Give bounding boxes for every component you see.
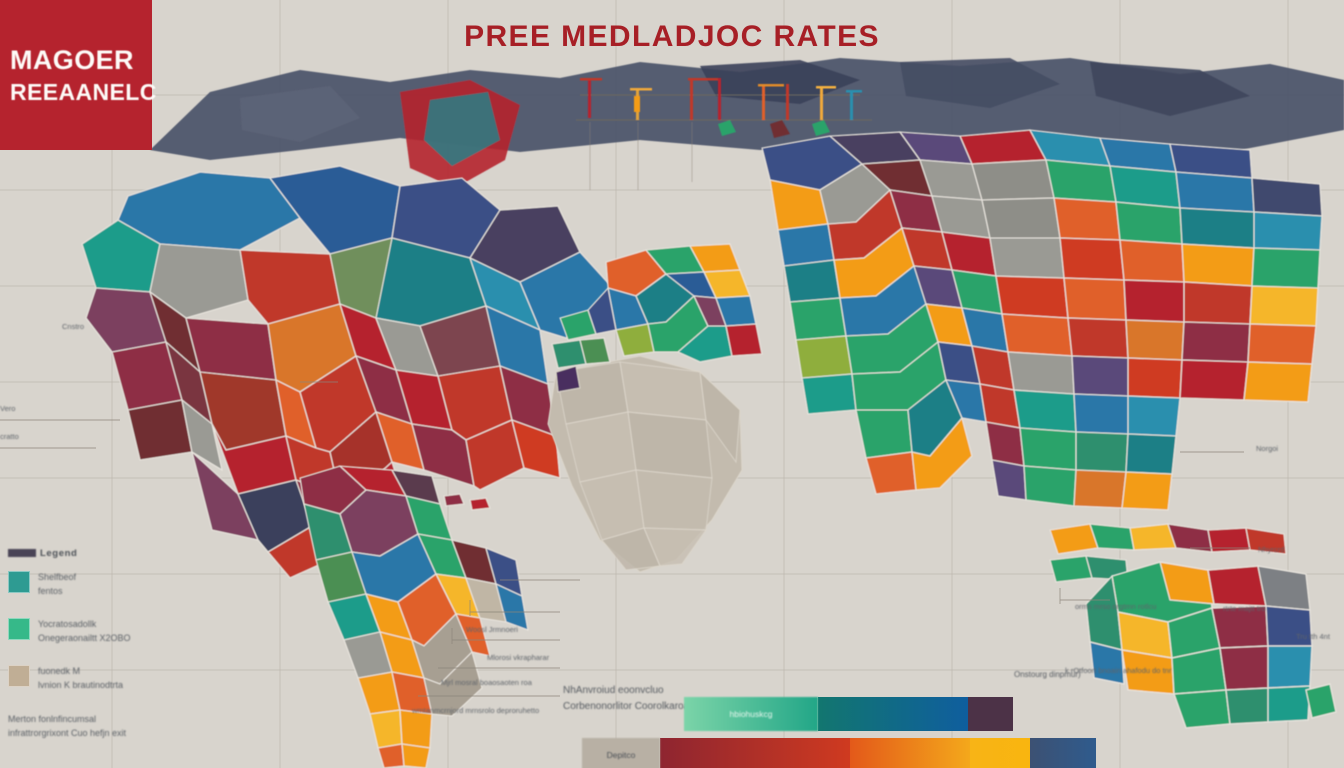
brand-logo-block[interactable]: MAGOER REEAANELC [0, 0, 157, 150]
map-annotation: Mlorosi vkrapharar [487, 653, 550, 662]
map-annotation: orms mrso orgtmn rotlcu [1075, 602, 1157, 611]
legend-heading: Legend [8, 548, 188, 559]
legend-swatch [8, 618, 30, 640]
map-annotation: Vero [0, 404, 16, 413]
legend-label-line1: fuonedk M [38, 666, 81, 676]
map-annotation: Nhyrcrd [1258, 545, 1285, 554]
legend-label-line1: Shelfbeof [38, 572, 77, 582]
annotation-leader-lines [0, 381, 1250, 697]
map-annotation: Cnstro [62, 322, 85, 331]
map-annotation: wmtanmcrnjord mrnsrolo deproruhetto [412, 706, 540, 715]
legend-item[interactable]: Shelfbeof fentos [8, 571, 188, 598]
legend-item[interactable]: Yocratosadollk Onegeraonailtt X2OBO [8, 618, 188, 645]
map-annotation: Norgoi [1256, 444, 1279, 453]
legend-swatch [8, 665, 30, 687]
legend-item-label: Shelfbeof fentos [38, 571, 76, 598]
legend-swatch [8, 571, 30, 593]
map-annotation: Tru tth 4nt [1296, 632, 1330, 641]
brand-line-2: REEAANELC [10, 79, 157, 106]
brand-line-1: MAGOER [10, 44, 134, 75]
map-annotation: Mjrl mosral boaosaoten roa [441, 678, 532, 687]
europe [551, 243, 763, 369]
map-annotation: cratto [0, 432, 19, 441]
africa-nodata [547, 355, 743, 573]
page-title: PREE MEDLADJOC RATES [464, 20, 880, 53]
top-bar-marks [576, 78, 872, 190]
legend-item[interactable]: fuonedk M lvnion K brautinodtrta [8, 665, 188, 692]
legend-footnote: Merton fonlnfincumsal infrattrorgrixont … [8, 712, 188, 741]
legend-label-line2: lvnion K brautinodtrta [38, 679, 124, 690]
legend-item-label: Yocratosadollk Onegeraonailtt X2OBO [38, 618, 131, 645]
legend-footnote-line1: Merton fonlnfincumsal [8, 714, 97, 724]
legend-item-label: fuonedk M lvnion K brautinodtrta [38, 665, 123, 692]
legend-footnote-line2: infrattrorgrixont Cuo hefjn exit [8, 728, 127, 739]
legend-label-line2: Onegeraonailtt X2OBO [38, 632, 131, 643]
map-annotation: Woosl Jrmnoeri [466, 625, 518, 634]
legend-label-line1: Yocratosadollk [38, 619, 97, 629]
legend: Legend Shelfbeof fentos Yocratosadollk O… [8, 548, 188, 741]
legend-label-line2: fentos [38, 585, 63, 596]
australia-oceania [1085, 561, 1337, 729]
map-annotation: rtrte majtt tro [1223, 604, 1266, 613]
map-annotation: k rOtfoort bnoain ahafodu do tnr [1065, 666, 1172, 675]
asia [761, 129, 1323, 583]
south-america [299, 465, 529, 768]
